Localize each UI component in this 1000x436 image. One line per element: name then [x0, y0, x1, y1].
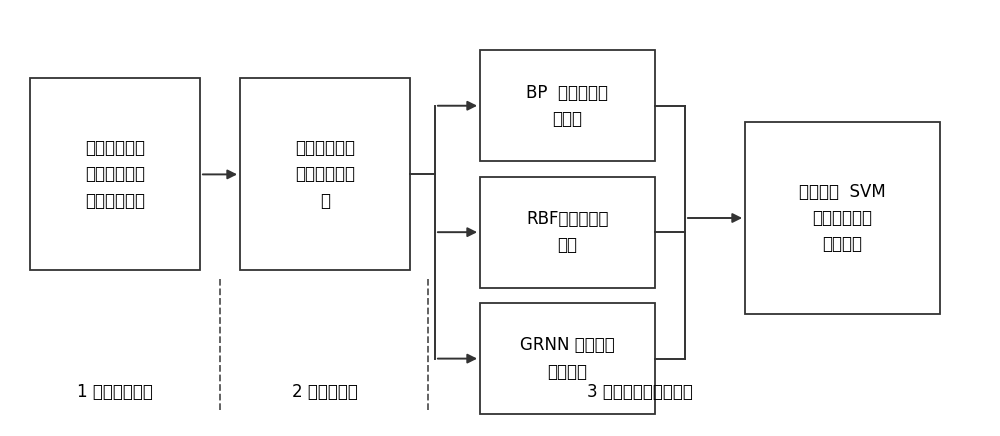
Text: 3 内漏量组合识别建模: 3 内漏量组合识别建模 [587, 383, 693, 402]
Bar [745, 122, 940, 314]
Text: 数据有效性验
证与归一化处
理: 数据有效性验 证与归一化处 理 [295, 139, 355, 210]
Text: 基于改进  SVM
的非线性组合
识别模型: 基于改进 SVM 的非线性组合 识别模型 [799, 183, 886, 253]
Text: 2 数据预处理: 2 数据预处理 [292, 383, 358, 402]
Text: RBF径向基识别
模型: RBF径向基识别 模型 [526, 210, 609, 254]
Text: 1 阀门内漏建模: 1 阀门内漏建模 [77, 383, 153, 402]
Bar [240, 78, 410, 270]
Text: 获取阀门内漏
量与特征参数
间大样本数据: 获取阀门内漏 量与特征参数 间大样本数据 [85, 139, 145, 210]
Bar [480, 303, 655, 414]
Bar [480, 50, 655, 161]
Text: GRNN 神经网络
识别模型: GRNN 神经网络 识别模型 [520, 337, 615, 381]
Text: BP  神经网络识
别模型: BP 神经网络识 别模型 [526, 84, 608, 128]
Bar [480, 177, 655, 288]
Bar [30, 78, 200, 270]
